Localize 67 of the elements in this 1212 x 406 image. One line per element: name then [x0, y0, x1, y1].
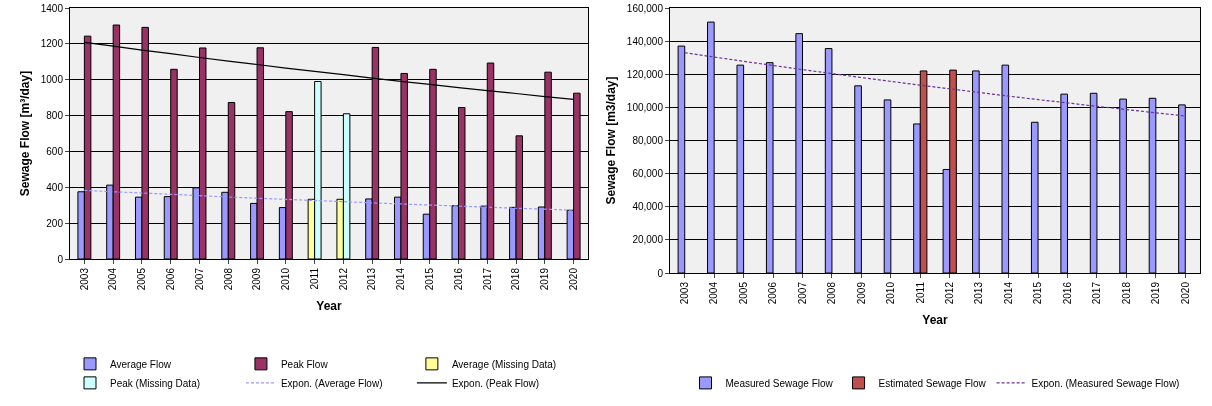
legend-label: Estimated Sewage Flow: [878, 377, 987, 389]
y-tick-label: 140,000: [626, 35, 664, 47]
x-tick-label: 2010: [280, 267, 292, 291]
x-tick-label: 2004: [107, 267, 119, 291]
legend-label: Peak (Missing Data): [110, 377, 201, 389]
y-tick-label: 1000: [40, 74, 64, 86]
y-tick-label: 800: [46, 110, 64, 122]
x-tick-label: 2012: [337, 267, 349, 291]
y-axis-title: Sewage Flow [m3/day]: [604, 76, 619, 205]
x-tick-label: 2016: [452, 267, 464, 291]
x-tick-label: 2007: [193, 267, 205, 291]
y-tick-label: 400: [46, 181, 64, 193]
x-tick-label: 2006: [164, 267, 176, 291]
legend-label: Expon. (Average Flow): [280, 377, 383, 389]
x-tick-label: 2013: [973, 281, 985, 305]
x-tick-label: 2009: [855, 281, 867, 305]
x-tick-label: 2008: [222, 267, 234, 291]
legend-label: Average Flow: [110, 358, 172, 370]
x-axis-title: Year: [922, 313, 949, 328]
x-tick-label: 2011: [914, 281, 926, 304]
y-tick-label: 1400: [40, 2, 64, 14]
x-tick-label: 2005: [737, 281, 749, 305]
x-tick-label: 2004: [708, 281, 720, 305]
x-tick-label: 2015: [423, 267, 435, 291]
y-tick-label: 0: [657, 267, 664, 279]
legend-label: Peak Flow: [280, 358, 329, 370]
x-tick-label: 2015: [1032, 281, 1044, 305]
y-tick-label: 160,000: [626, 2, 664, 14]
x-tick-label: 2013: [366, 267, 378, 291]
y-tick-label: 60,000: [632, 168, 664, 180]
x-tick-label: 2016: [1061, 281, 1073, 305]
y-tick-label: 20,000: [632, 234, 664, 246]
y-tick-label: 80,000: [632, 135, 664, 146]
x-tick-label: 2012: [943, 281, 955, 305]
x-tick-label: 2019: [539, 267, 551, 291]
x-tick-label: 2014: [1002, 281, 1014, 305]
x-tick-label: 2018: [1120, 281, 1132, 305]
x-tick-label: 2003: [678, 281, 690, 305]
legend-label: Expon. (Peak Flow): [451, 377, 540, 389]
y-tick-label: 200: [46, 217, 64, 229]
x-tick-label: 2017: [481, 267, 493, 291]
y-tick-label: 100,000: [626, 101, 664, 113]
y-tick-label: 40,000: [632, 201, 664, 213]
x-tick-label: 2014: [395, 267, 407, 291]
x-tick-label: 2008: [826, 281, 838, 305]
x-tick-label: 2005: [136, 267, 148, 291]
x-tick-label: 2010: [885, 281, 897, 305]
y-axis-title: Sewage Flow [m³/day]: [18, 70, 33, 197]
legend-label: Measured Sewage Flow: [725, 377, 834, 389]
y-tick-label: 600: [46, 145, 64, 157]
legend-label: Expon. (Measured Sewage Flow): [1031, 377, 1180, 389]
x-axis-title: Year: [316, 299, 343, 314]
legend-label: Average (Missing Data): [451, 358, 557, 370]
x-tick-label: 2019: [1150, 281, 1162, 305]
x-tick-label: 2020: [567, 267, 579, 291]
x-tick-label: 2011: [308, 267, 320, 290]
x-tick-label: 2017: [1091, 281, 1103, 305]
x-tick-label: 2006: [767, 281, 779, 305]
y-tick-label: 120,000: [626, 68, 664, 80]
x-tick-label: 2009: [251, 267, 263, 291]
x-tick-label: 2020: [1179, 281, 1191, 305]
y-tick-label: 0: [57, 253, 64, 265]
y-tick-label: 1200: [40, 38, 64, 50]
x-tick-label: 2018: [510, 267, 522, 291]
x-tick-label: 2003: [78, 267, 90, 291]
x-tick-label: 2007: [796, 281, 808, 305]
line-series: [684, 52, 1186, 117]
